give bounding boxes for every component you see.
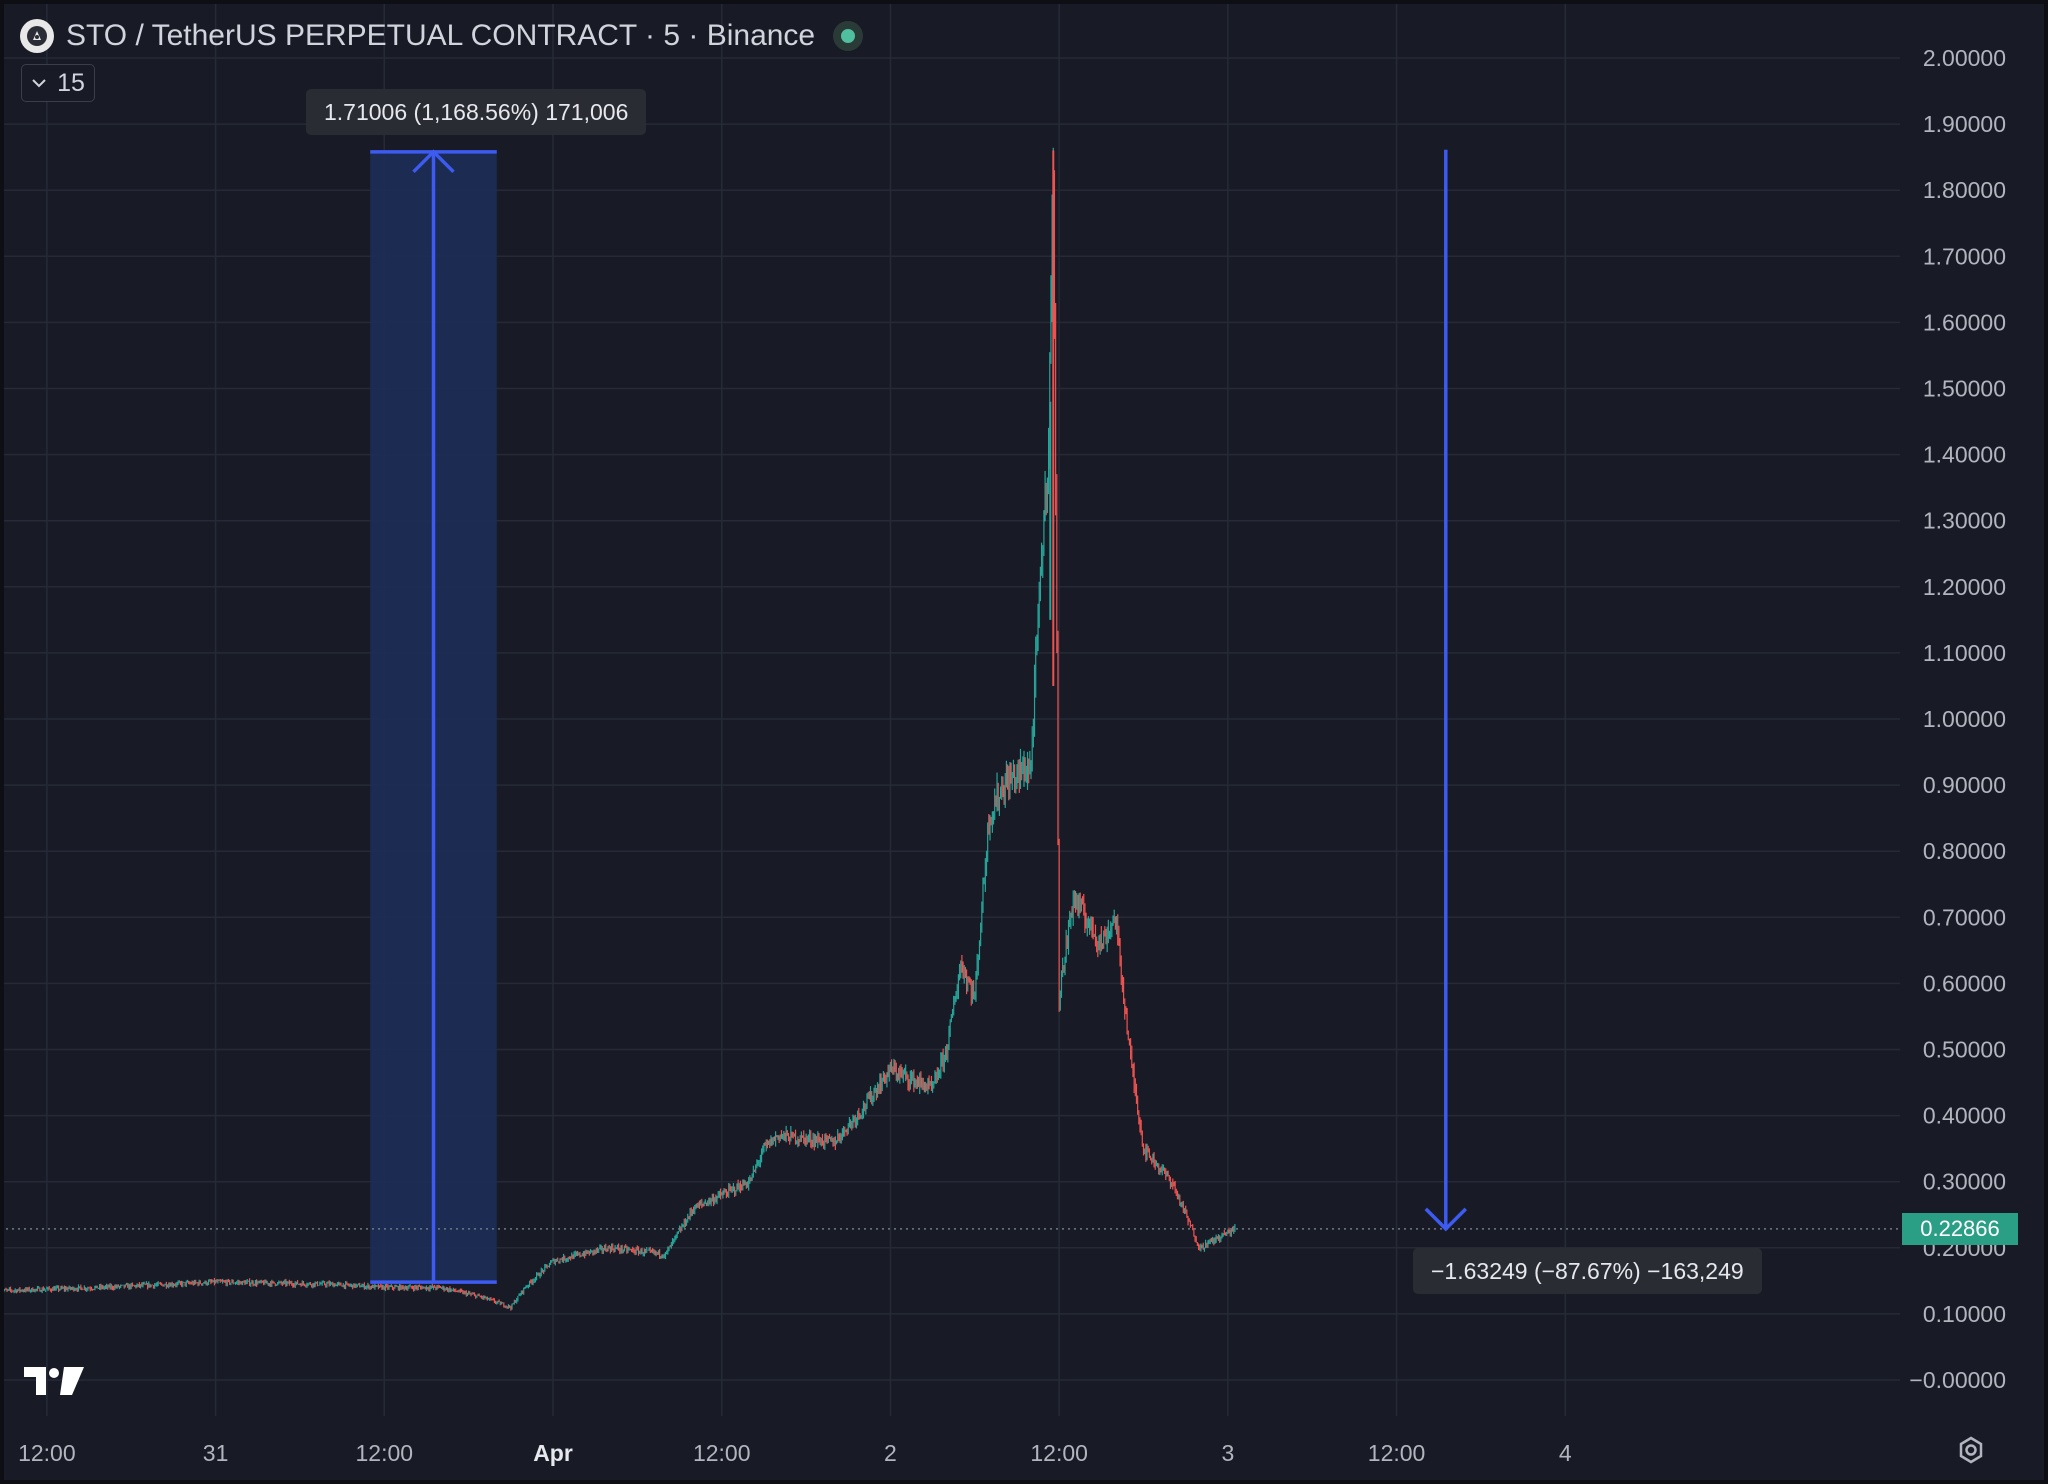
chevron-down-icon: [32, 79, 46, 88]
y-tick-label: 1.60000: [1923, 309, 2006, 335]
x-tick-label: 4: [1559, 1440, 1572, 1466]
x-tick-label: 12:00: [1368, 1440, 1426, 1466]
x-tick-label: 12:00: [18, 1440, 76, 1466]
last-price-tag: 0.22866: [1902, 1212, 2018, 1245]
y-tick-label: 1.70000: [1923, 243, 2006, 269]
x-axis: 12:00 31 12:00 Apr 12:00 2 12:00 3 12:00 4: [18, 1440, 1572, 1466]
x-tick-label: 12:00: [1030, 1440, 1088, 1466]
settings-icon[interactable]: [1956, 1435, 1986, 1470]
y-tick-label: 1.80000: [1923, 177, 2006, 203]
candles: [0, 147, 1236, 1311]
x-tick-label: 31: [203, 1440, 229, 1466]
sto-coin-icon: [20, 19, 54, 53]
y-tick-label: 1.90000: [1923, 111, 2006, 137]
y-tick-label: 2.00000: [1923, 45, 2006, 71]
x-tick-label: 12:00: [693, 1440, 751, 1466]
interval-toggle-button[interactable]: 15: [21, 64, 95, 102]
measure-up-arrowhead: [412, 149, 455, 174]
y-tick-label: 0.50000: [1923, 1037, 2006, 1063]
chart-grid: [0, 0, 1900, 1416]
y-tick-label: 0.80000: [1923, 838, 2006, 864]
y-tick-label: 1.20000: [1923, 574, 2006, 600]
y-tick-label: 0.10000: [1923, 1301, 2006, 1327]
y-tick-label: 1.40000: [1923, 442, 2006, 468]
y-tick-label: 0.30000: [1923, 1169, 2006, 1195]
measure-up-tool[interactable]: [370, 149, 497, 1284]
chart-header: STO / TetherUS PERPETUAL CONTRACT · 5 · …: [20, 14, 864, 58]
x-tick-label: 3: [1221, 1440, 1234, 1466]
y-tick-label: 0.90000: [1923, 772, 2006, 798]
y-tick-label: 0.60000: [1923, 970, 2006, 996]
measure-down-tool[interactable]: [1424, 149, 1468, 1232]
y-tick-label: 1.50000: [1923, 376, 2006, 402]
y-tick-label: 1.00000: [1923, 706, 2006, 732]
chart-title: STO / TetherUS PERPETUAL CONTRACT · 5 · …: [66, 19, 816, 52]
x-tick-label: Apr: [533, 1440, 573, 1466]
x-tick-label: 2: [884, 1440, 897, 1466]
y-tick-label: −0.00000: [1909, 1367, 2006, 1393]
measure-down-label: −1.63249 (−87.67%) −163,249: [1413, 1248, 1762, 1294]
x-tick-label: 12:00: [356, 1440, 414, 1466]
y-tick-label: 0.40000: [1923, 1103, 2006, 1129]
y-tick-label: 1.10000: [1923, 640, 2006, 666]
measure-up-label: 1.71006 (1,168.56%) 171,006: [306, 89, 647, 135]
y-axis: 2.00000 1.90000 1.80000 1.70000 1.60000 1.500…: [1909, 45, 2006, 1393]
tradingview-logo[interactable]: [24, 1365, 84, 1402]
y-tick-label: 0.70000: [1923, 904, 2006, 930]
measure-down-arrowhead: [1424, 1207, 1468, 1232]
interval-label: 15: [57, 68, 85, 97]
y-tick-label: 1.30000: [1923, 508, 2006, 534]
market-open-dot: [833, 21, 864, 51]
